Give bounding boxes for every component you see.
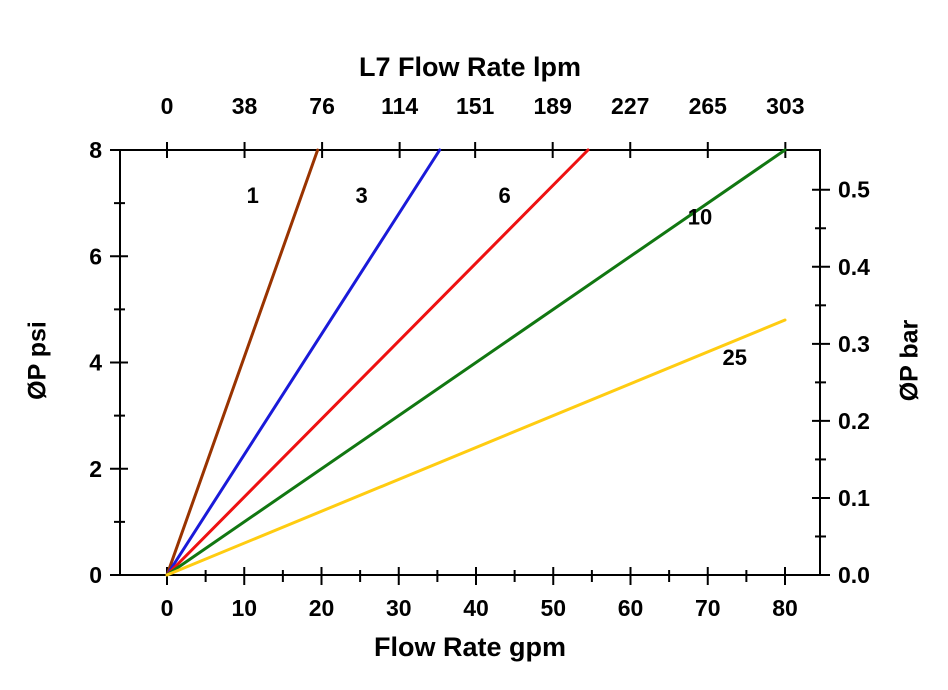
y-tick-label: 4 [89, 350, 102, 376]
bar-tick-label: 0.3 [838, 331, 870, 357]
bar-tick-label: 0.5 [838, 177, 870, 203]
series-line-1 [165, 148, 320, 577]
series-label-10: 10 [688, 204, 712, 229]
x-tick-label: 20 [309, 595, 335, 621]
bottom-axis-title: Flow Rate gpm [373, 632, 566, 662]
x-tick-label: 70 [695, 595, 721, 621]
top-axis-title: L7 Flow Rate lpm [358, 52, 582, 82]
series-line-25 [165, 318, 787, 577]
x-tick-label: 10 [231, 595, 257, 621]
top-tick-label: 265 [689, 93, 728, 119]
left-axis-title: ØP psi [23, 321, 52, 400]
bar-tick-label: 0.4 [838, 254, 870, 280]
bar-tick-label: 0.2 [838, 408, 870, 434]
x-tick-label: 80 [772, 595, 798, 621]
top-tick-label: 151 [456, 93, 495, 119]
top-tick-label: 76 [309, 93, 335, 119]
y-tick-label: 2 [89, 456, 102, 482]
x-tick-label: 0 [161, 595, 174, 621]
x-tick-label: 30 [386, 595, 412, 621]
plot-border [119, 149, 821, 576]
series-line-10 [165, 148, 787, 577]
top-tick-label: 38 [232, 93, 258, 119]
top-tick-label: 189 [534, 93, 572, 119]
series-label-3: 3 [356, 183, 368, 208]
x-tick-label: 60 [618, 595, 644, 621]
series-label-25: 25 [723, 345, 747, 370]
x-tick-label: 40 [463, 595, 489, 621]
y-tick-label: 0 [89, 562, 102, 588]
top-tick-label: 0 [161, 93, 174, 119]
series-line-6 [165, 148, 590, 577]
series-line-3 [165, 148, 442, 577]
y-tick-label: 6 [89, 243, 102, 269]
top-tick-label: 303 [766, 93, 804, 119]
y-tick-label: 8 [89, 137, 102, 163]
x-tick-label: 50 [540, 595, 566, 621]
series-label-6: 6 [498, 183, 510, 208]
top-tick-label: 114 [381, 93, 418, 119]
series-label-1: 1 [247, 183, 259, 208]
top-tick-label: 227 [611, 93, 649, 119]
right-axis-title: ØP bar [895, 319, 924, 402]
bar-tick-label: 0.0 [838, 562, 870, 588]
bar-tick-label: 0.1 [838, 485, 870, 511]
